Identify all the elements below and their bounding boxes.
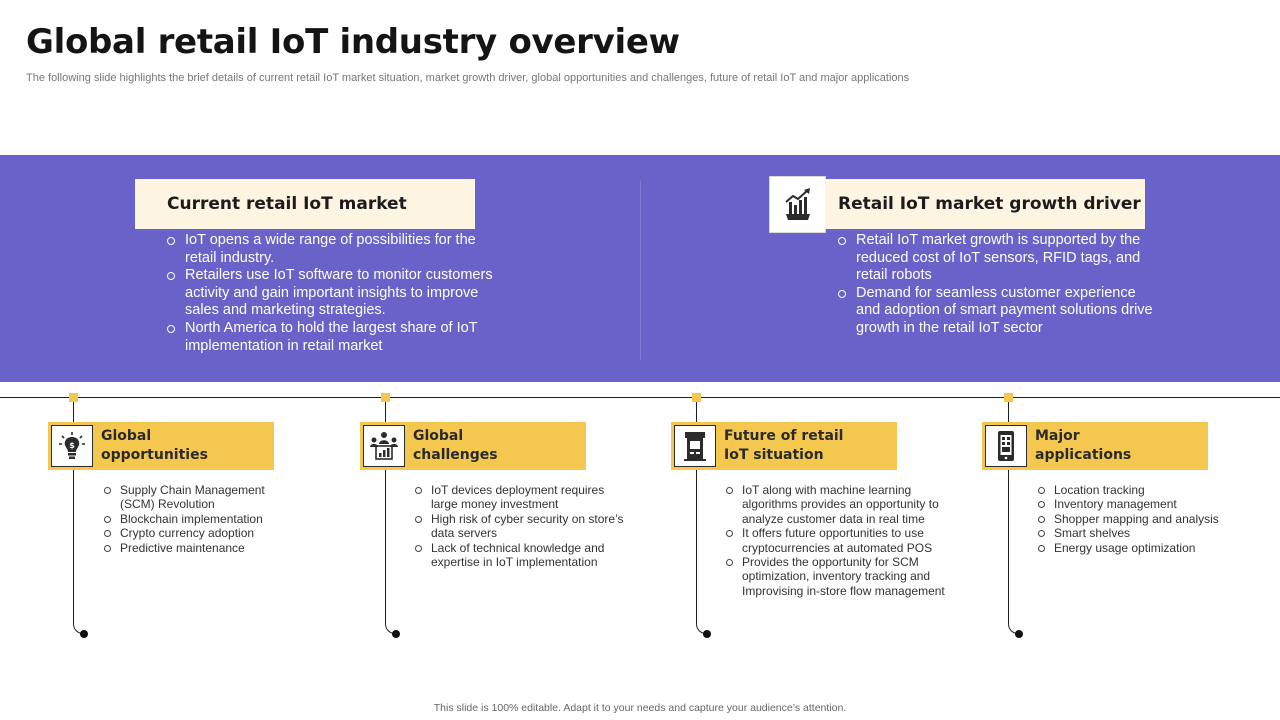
connector-line xyxy=(73,402,74,624)
list-item: It offers future opportunities to use cr… xyxy=(724,526,964,555)
team-chart-icon xyxy=(363,425,405,467)
card-title: Global opportunities xyxy=(101,428,208,463)
list-item: Inventory management xyxy=(1036,497,1256,511)
current-market-heading-box: Current retail IoT market xyxy=(135,179,475,229)
list-item: Blockchain implementation xyxy=(102,512,302,526)
current-market-bullets: IoT opens a wide range of possibilities … xyxy=(167,232,497,355)
timeline-marker xyxy=(692,393,701,402)
list-item: Location tracking xyxy=(1036,483,1256,497)
list-item: Lack of technical knowledge and expertis… xyxy=(413,541,628,570)
connector-line xyxy=(696,402,697,624)
connector-dot xyxy=(1015,630,1023,638)
list-item: Shopper mapping and analysis xyxy=(1036,512,1256,526)
svg-text:$: $ xyxy=(69,441,75,450)
growth-driver-bullets: Retail IoT market growth is supported by… xyxy=(838,232,1158,338)
footer-note: This slide is 100% editable. Adapt it to… xyxy=(433,702,847,714)
list-item: IoT opens a wide range of possibilities … xyxy=(167,232,497,267)
list-item: Supply Chain Management (SCM) Revolution xyxy=(102,483,302,512)
list-item: Provides the opportunity for SCM optimiz… xyxy=(724,555,964,598)
list-item: Predictive maintenance xyxy=(102,541,302,555)
list-item: Demand for seamless customer experience … xyxy=(838,285,1158,338)
slide-subtitle: The following slide highlights the brief… xyxy=(26,72,910,84)
timeline-line xyxy=(0,397,1280,398)
timeline-marker xyxy=(69,393,78,402)
list-item: High risk of cyber security on store’s d… xyxy=(413,512,628,541)
connector-dot xyxy=(703,630,711,638)
card-title: Global challenges xyxy=(413,428,498,463)
list-item: Retailers use IoT software to monitor cu… xyxy=(167,267,497,320)
growth-driver-heading: Retail IoT market growth driver xyxy=(838,194,1141,214)
card-title: Future of retail IoT situation xyxy=(724,428,844,463)
slide-title: Global retail IoT industry overview xyxy=(26,22,680,62)
list-item: IoT devices deployment requires large mo… xyxy=(413,483,628,512)
card-future-retail-iot: Future of retail IoT situation xyxy=(671,422,897,470)
connector-curve xyxy=(73,618,85,634)
card-bullets-opportunities: Supply Chain Management (SCM) Revolution… xyxy=(102,483,302,555)
current-market-heading: Current retail IoT market xyxy=(167,194,407,214)
card-global-opportunities: $ Global opportunities xyxy=(48,422,274,470)
connector-dot xyxy=(80,630,88,638)
growth-driver-heading-box: Retail IoT market growth driver xyxy=(825,179,1145,229)
card-title: Major applications xyxy=(1035,428,1132,463)
connector-line xyxy=(385,402,386,624)
list-item: Energy usage optimization xyxy=(1036,541,1256,555)
lightbulb-dollar-icon: $ xyxy=(51,425,93,467)
list-item: Smart shelves xyxy=(1036,526,1256,540)
connector-line xyxy=(1008,402,1009,624)
connector-curve xyxy=(1008,618,1020,634)
band-divider xyxy=(640,180,641,360)
list-item: Crypto currency adoption xyxy=(102,526,302,540)
kiosk-icon xyxy=(674,425,716,467)
timeline-marker xyxy=(381,393,390,402)
connector-curve xyxy=(385,618,397,634)
card-bullets-challenges: IoT devices deployment requires large mo… xyxy=(413,483,628,569)
card-global-challenges: Global challenges xyxy=(360,422,586,470)
timeline-marker xyxy=(1004,393,1013,402)
connector-curve xyxy=(696,618,708,634)
mobile-app-icon xyxy=(985,425,1027,467)
list-item: IoT along with machine learning algorith… xyxy=(724,483,964,526)
card-major-applications: Major applications xyxy=(982,422,1208,470)
connector-dot xyxy=(392,630,400,638)
list-item: Retail IoT market growth is supported by… xyxy=(838,232,1158,285)
list-item: North America to hold the largest share … xyxy=(167,320,497,355)
growth-chart-gear-icon xyxy=(769,176,826,233)
card-bullets-applications: Location tracking Inventory management S… xyxy=(1036,483,1256,555)
card-bullets-future: IoT along with machine learning algorith… xyxy=(724,483,964,598)
